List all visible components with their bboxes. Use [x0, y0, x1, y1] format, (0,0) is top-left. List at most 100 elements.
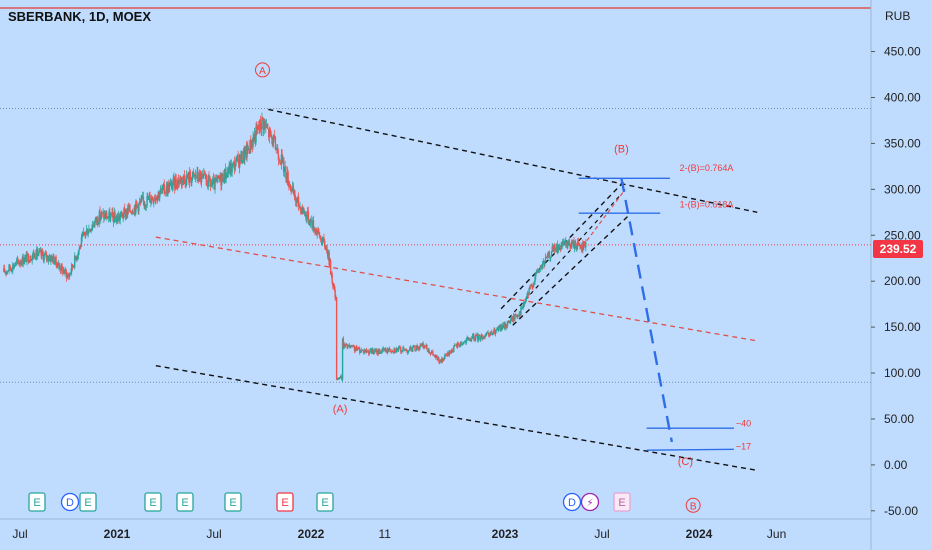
- wave-a-top-label: A: [259, 66, 266, 77]
- candle-body: [538, 269, 540, 272]
- candle-body: [94, 217, 97, 222]
- candle-body: [571, 241, 574, 245]
- candle-body: [471, 335, 474, 339]
- candle-body: [272, 136, 274, 147]
- candle-body: [10, 268, 12, 272]
- candle-body: [362, 349, 365, 353]
- candle-body: [310, 219, 312, 222]
- channel-mid-line: [155, 236, 758, 342]
- candle-body: [187, 172, 189, 179]
- candle-body: [250, 139, 252, 150]
- candle-body: [394, 348, 396, 352]
- candle-body: [68, 274, 71, 278]
- candle-body: [457, 343, 459, 345]
- candle-body: [216, 178, 218, 180]
- candle-body: [373, 349, 376, 354]
- candle-body: [6, 270, 8, 274]
- candle-body: [427, 350, 430, 352]
- y-tick-label: 350.00: [884, 136, 921, 150]
- candle-body: [277, 153, 280, 160]
- candle-body: [345, 343, 348, 345]
- candle-body: [535, 269, 538, 274]
- candle-body: [347, 345, 350, 347]
- candle-body: [544, 257, 547, 262]
- dividend-marker-icon[interactable]: [562, 492, 582, 512]
- candle-body: [297, 197, 300, 206]
- candle-body: [9, 268, 12, 270]
- candle-body: [79, 245, 82, 247]
- candle-body: [163, 183, 165, 193]
- earnings-marker-icon[interactable]: [144, 492, 162, 512]
- candle-body: [131, 211, 133, 214]
- candle-body: [321, 240, 324, 245]
- candle-body: [268, 128, 270, 137]
- candle-body: [157, 192, 159, 196]
- candle-body: [456, 343, 459, 347]
- candle-body: [152, 199, 154, 203]
- candle-body: [36, 248, 39, 256]
- wave-b-bottom-label-circle: [685, 497, 701, 513]
- candle-body: [300, 208, 303, 214]
- candle-body: [110, 213, 112, 216]
- candle-body: [140, 198, 142, 203]
- candle-body: [434, 354, 436, 358]
- candle-body: [289, 185, 292, 189]
- candle-body: [329, 260, 332, 275]
- candle-body: [178, 180, 180, 185]
- candle-body: [444, 354, 446, 360]
- candle-body: [390, 351, 392, 352]
- candle-body: [388, 348, 390, 351]
- candle-body: [253, 133, 256, 141]
- candle-body: [253, 137, 255, 141]
- candle-body: [51, 257, 54, 263]
- candle-body: [385, 348, 387, 352]
- candle-body: [320, 241, 323, 245]
- earnings-marker-icon[interactable]: [613, 492, 631, 512]
- earnings-marker-icon[interactable]: [224, 492, 242, 512]
- candle-body: [570, 241, 573, 249]
- candle-body: [503, 323, 506, 328]
- candle-body: [143, 200, 145, 206]
- candle-body: [68, 275, 70, 278]
- candle-body: [396, 348, 398, 350]
- candle-body: [582, 241, 585, 251]
- candle-body: [368, 350, 370, 354]
- candle-body: [150, 197, 153, 201]
- candle-body: [136, 204, 139, 206]
- split-marker-icon[interactable]: [580, 492, 600, 512]
- earnings-marker-icon[interactable]: [276, 492, 294, 512]
- candle-body: [198, 172, 201, 182]
- candle-body: [238, 154, 241, 168]
- fib-1-label: 1-(B)=0.618A: [680, 200, 734, 210]
- candle-body: [262, 117, 264, 120]
- candle-body: [309, 219, 312, 226]
- candle-body: [534, 276, 536, 282]
- candle-body: [516, 315, 518, 317]
- candle-body: [349, 346, 351, 348]
- dividend-marker-icon[interactable]: [60, 492, 80, 512]
- candle-body: [293, 190, 295, 194]
- candle-body: [479, 335, 481, 340]
- earnings-marker-icon[interactable]: [79, 492, 97, 512]
- earnings-marker-icon[interactable]: [28, 492, 46, 512]
- candle-body: [195, 177, 198, 179]
- candle-body: [495, 329, 497, 331]
- earnings-marker-icon[interactable]: [176, 492, 194, 512]
- candle-body: [147, 196, 149, 200]
- candle-body: [501, 328, 503, 330]
- candle-body: [370, 348, 372, 350]
- candle-body: [327, 251, 330, 257]
- candle-body: [276, 148, 278, 150]
- x-tick-label: 11: [378, 527, 391, 541]
- candle-body: [229, 164, 231, 174]
- candle-body: [329, 260, 331, 265]
- candle-body: [322, 237, 324, 241]
- candle-body: [261, 117, 263, 130]
- earnings-marker-icon[interactable]: [316, 492, 334, 512]
- candle-body: [488, 332, 490, 336]
- candle-body: [69, 273, 71, 275]
- candle-body: [52, 255, 54, 263]
- x-tick-label: Jul: [594, 527, 609, 541]
- candle-body: [218, 175, 220, 179]
